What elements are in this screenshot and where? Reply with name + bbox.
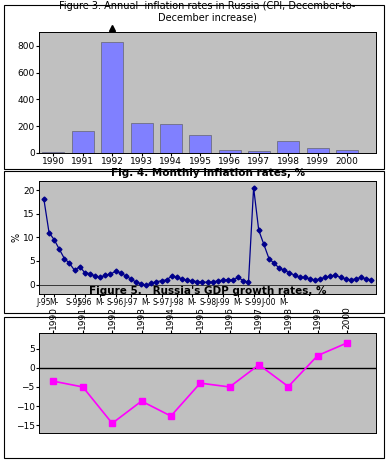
Text: December increase): December increase) [158, 13, 257, 23]
Bar [277, 141, 299, 153]
Bar [160, 124, 182, 153]
Bar [336, 150, 358, 153]
Title: Figure 5.   Russia's GDP growth rates, %: Figure 5. Russia's GDP growth rates, % [89, 287, 326, 296]
Bar [130, 123, 152, 153]
Bar [101, 42, 123, 153]
Bar [218, 150, 241, 153]
Title: Fig. 4. Monthly inflation rates, %: Fig. 4. Monthly inflation rates, % [111, 169, 305, 178]
Text: Figure 3. Annual  inflation rates in Russia (CPI, December-to-: Figure 3. Annual inflation rates in Russ… [59, 1, 356, 11]
Bar [307, 148, 329, 153]
Y-axis label: %: % [12, 233, 22, 242]
Bar [42, 152, 64, 153]
Bar [72, 131, 94, 153]
Bar [189, 135, 211, 153]
Bar [248, 151, 270, 153]
